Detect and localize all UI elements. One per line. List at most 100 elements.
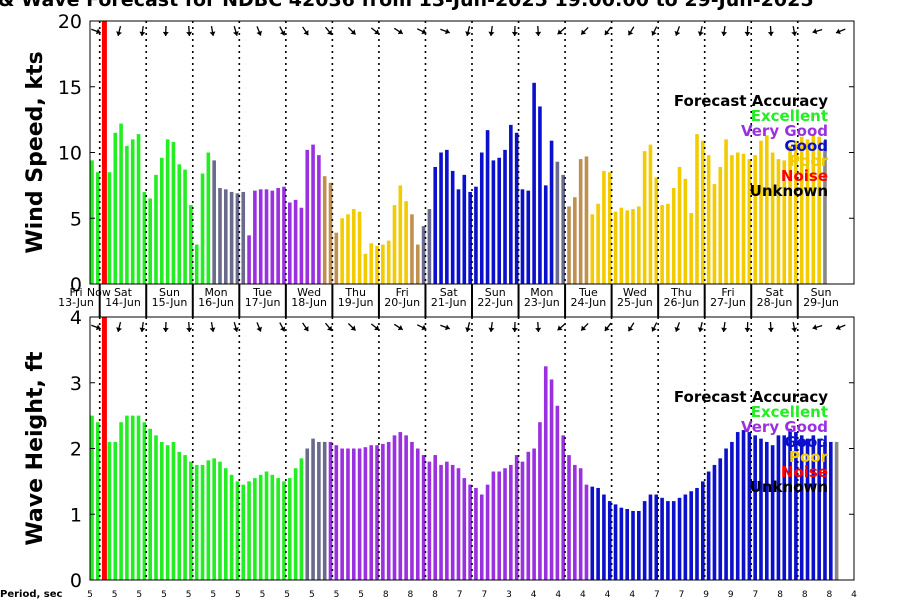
bar: [136, 415, 141, 580]
period-value: 4: [605, 590, 611, 600]
bar: [660, 497, 664, 580]
y-tick-label: 15: [58, 77, 82, 99]
bar: [346, 448, 350, 580]
direction-arrow: [347, 27, 357, 35]
direction-arrow: [674, 26, 681, 36]
direction-arrow: [674, 322, 681, 332]
direction-arrow: [279, 322, 286, 332]
bar: [724, 139, 728, 284]
day-of-week-label: Thu: [670, 286, 692, 299]
arrow-head: [604, 325, 610, 331]
bar: [753, 155, 757, 284]
bar: [637, 510, 641, 580]
bar: [258, 189, 263, 284]
arrow-head: [279, 326, 286, 332]
arrow-head: [279, 30, 286, 36]
bar: [392, 205, 397, 284]
bar: [730, 155, 734, 284]
y-tick-label: 10: [58, 143, 82, 165]
bar: [258, 474, 263, 580]
bar: [468, 191, 472, 284]
bar: [695, 487, 699, 580]
day-of-week-label: Mon: [530, 286, 553, 299]
bar: [561, 435, 566, 580]
bar: [689, 491, 693, 580]
period-value: 4: [851, 590, 857, 600]
period-value: 8: [777, 590, 783, 600]
arrow-head: [209, 327, 216, 332]
bar: [520, 189, 525, 284]
direction-arrow: [393, 323, 404, 331]
bar: [764, 135, 769, 284]
bar: [439, 152, 443, 284]
bar: [479, 152, 484, 284]
legend-entry: Poor: [789, 448, 829, 466]
y-tick-label: 5: [70, 208, 82, 230]
arrow-head: [116, 327, 122, 332]
bar: [782, 435, 787, 580]
bar: [730, 441, 734, 580]
direction-arrow: [511, 25, 518, 37]
period-value: 5: [210, 590, 216, 600]
bar: [828, 441, 833, 580]
bar: [322, 441, 327, 580]
bar: [735, 152, 740, 284]
bar: [270, 474, 275, 580]
direction-arrow: [488, 25, 495, 37]
bar: [450, 464, 455, 580]
direction-arrow: [627, 322, 635, 332]
bar: [590, 214, 595, 284]
day-of-week-label: Sun: [159, 286, 180, 299]
bar: [200, 173, 205, 284]
arrow-head: [139, 327, 146, 332]
direction-arrow: [812, 28, 823, 35]
direction-arrow: [440, 28, 450, 35]
period-value: 4: [580, 590, 586, 600]
bar: [287, 478, 292, 580]
arrow-head: [95, 28, 101, 35]
bar: [782, 160, 787, 284]
bar: [485, 130, 490, 284]
bar: [497, 471, 502, 580]
bar: [561, 174, 566, 284]
bar: [369, 243, 374, 284]
arrow-head: [651, 30, 657, 36]
bar: [398, 432, 403, 580]
direction-arrow: [302, 26, 309, 36]
period-value: 5: [309, 590, 315, 600]
y-tick-label: 2: [70, 439, 82, 461]
arrow-head: [557, 325, 563, 331]
bar: [491, 471, 496, 580]
bar: [619, 507, 624, 580]
bar: [578, 468, 583, 580]
y-tick-label: 0: [70, 570, 82, 592]
wind-speed-panel: 0 5 10 15 20 Wind Speed, kts Forecast Accuracy…: [23, 11, 855, 317]
direction-arrow: [767, 321, 774, 333]
bar: [363, 447, 368, 580]
bar: [346, 214, 350, 284]
direction-arrow: [627, 26, 635, 36]
bar: [270, 190, 275, 284]
bar: [631, 510, 635, 580]
direction-arrow: [233, 26, 239, 36]
bar: [788, 145, 792, 284]
direction-arrow: [370, 323, 380, 331]
arrow-head: [511, 31, 518, 36]
bar: [328, 441, 333, 580]
arrow-head: [162, 31, 169, 36]
bar: [543, 185, 548, 284]
bar: [212, 458, 216, 580]
bar: [264, 189, 269, 284]
bar: [142, 422, 147, 580]
bar: [747, 432, 752, 580]
bar: [177, 164, 182, 284]
bar: [136, 134, 141, 284]
bar: [160, 441, 164, 580]
arrow-head: [444, 28, 450, 35]
arrow-head: [139, 31, 146, 36]
bar: [90, 160, 94, 284]
bar: [613, 211, 618, 284]
bar: [241, 191, 246, 284]
period-value: 5: [358, 590, 364, 600]
arrow-head: [186, 327, 193, 332]
